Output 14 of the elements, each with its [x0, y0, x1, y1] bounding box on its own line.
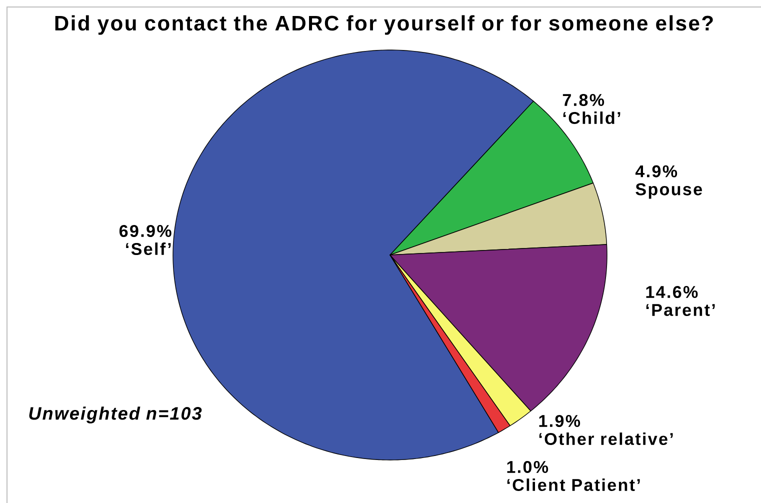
data-label: 1.9%: [539, 414, 580, 428]
slice-label: ‘Child’: [563, 112, 620, 124]
data-label: 4.9%: [635, 165, 678, 178]
slice-label: ‘Client Patient’: [507, 478, 640, 492]
slice-label: ‘Parent’: [646, 304, 715, 316]
data-label: 14.6%: [646, 286, 698, 298]
data-label: 1.0%: [507, 460, 548, 474]
text: Unweighted n=103: [29, 406, 202, 424]
slice-label: ‘Other relative’: [539, 432, 673, 446]
chart-title: Did you contact the ADRC for yourself or for someone else?: [55, 15, 713, 35]
data-label: 7.8%: [562, 94, 604, 106]
slice-label: ‘Self’: [126, 242, 171, 256]
slice-label: Spouse: [636, 183, 702, 199]
data-label: 69.9%: [119, 224, 172, 238]
